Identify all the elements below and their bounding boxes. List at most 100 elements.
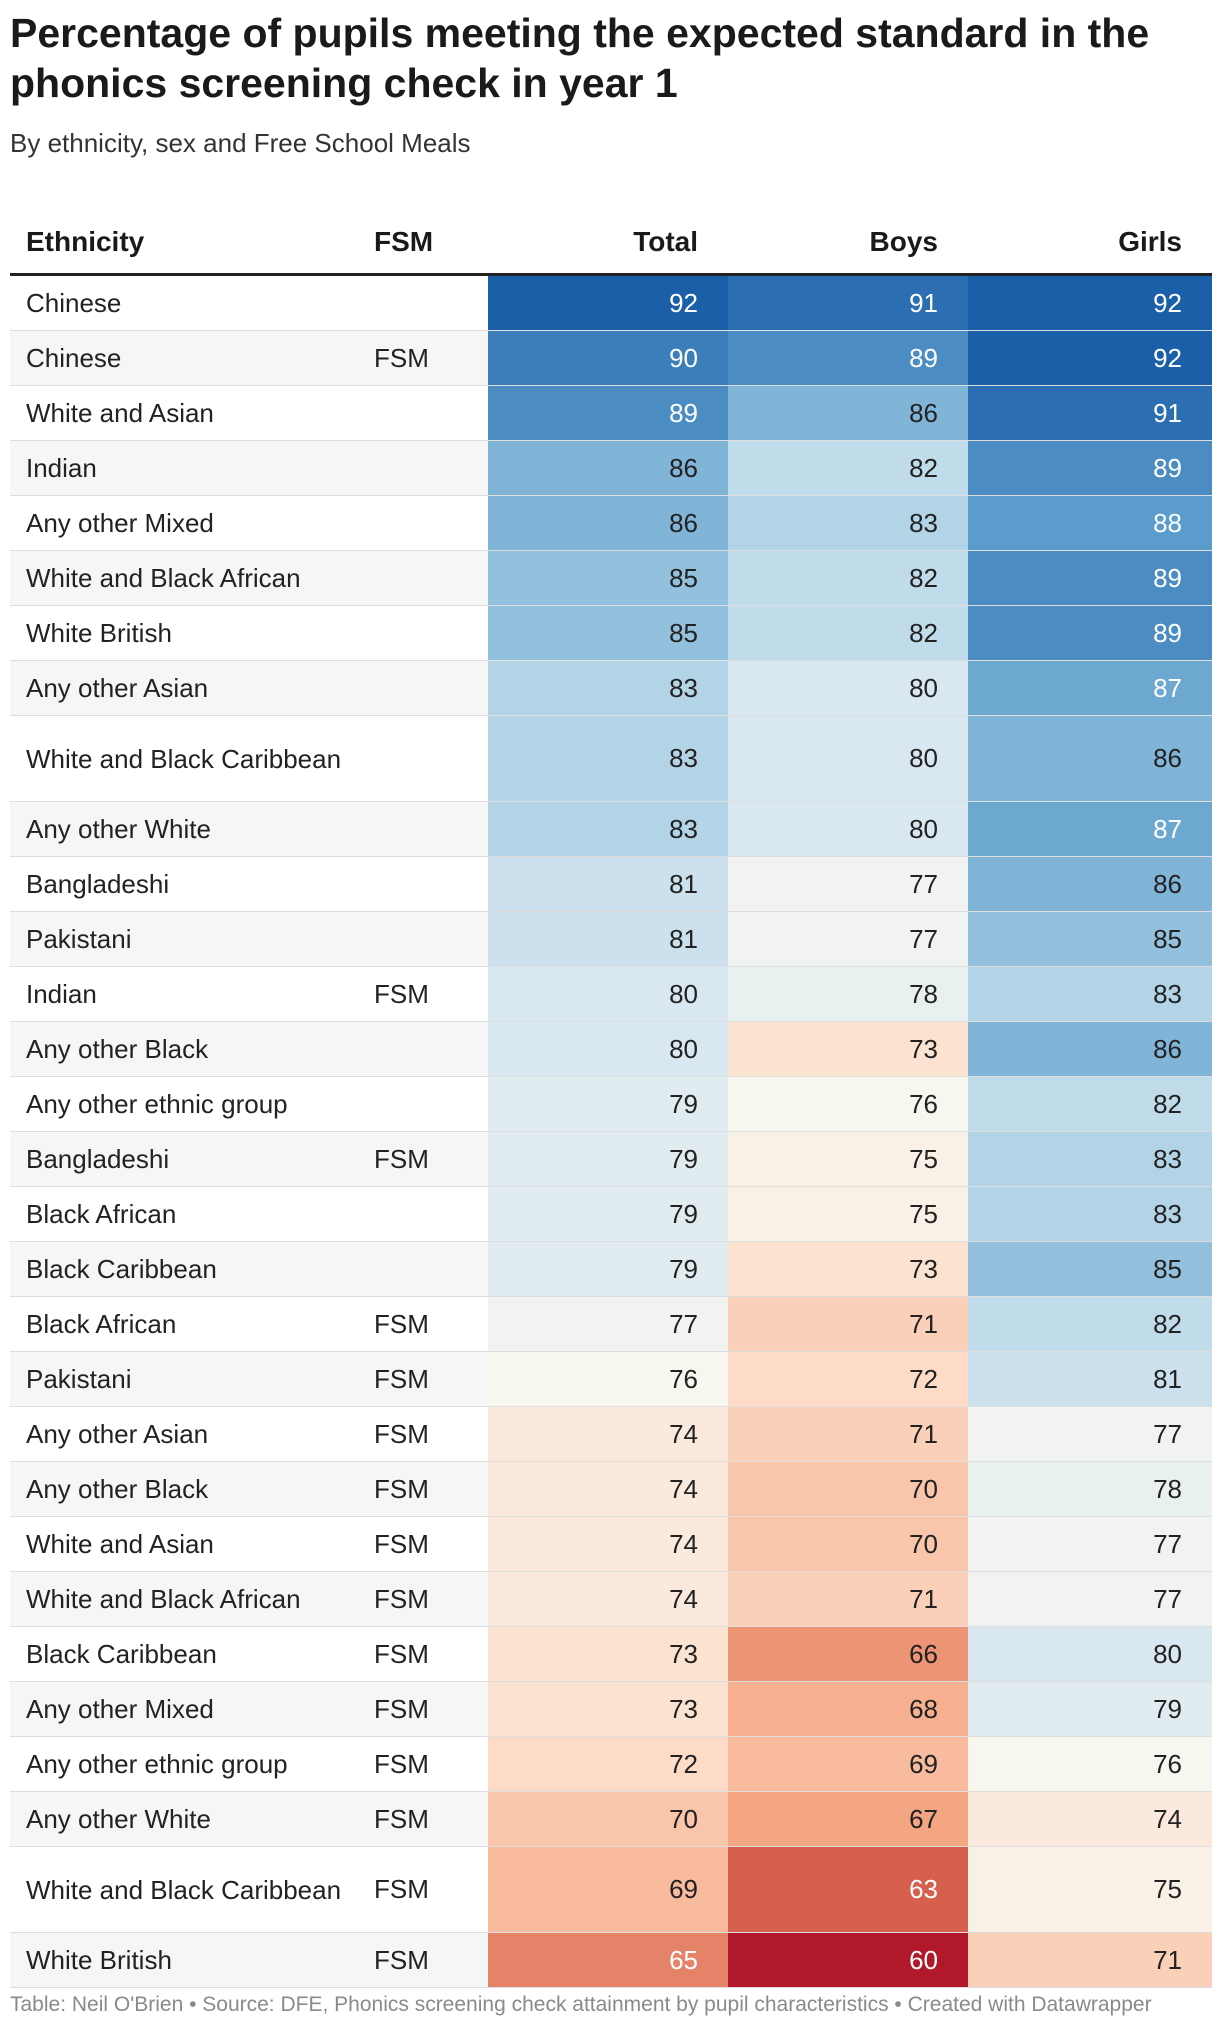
cell-total: 74: [488, 1572, 728, 1626]
cell-boys: 60: [728, 1933, 968, 1987]
chart-subtitle: By ethnicity, sex and Free School Meals: [10, 128, 471, 158]
cell-ethnicity: Black Caribbean: [10, 1242, 358, 1296]
table-row: White and Black Caribbean 83 80 86: [10, 716, 1212, 802]
cell-fsm: FSM: [358, 1462, 488, 1516]
header-girls[interactable]: Girls: [1118, 225, 1182, 257]
cell-girls: 92: [968, 331, 1212, 385]
table-row: Black Caribbean 79 73 85: [10, 1242, 1212, 1297]
cell-total: 80: [488, 967, 728, 1021]
cell-girls: 77: [968, 1572, 1212, 1626]
table-row: Any other White 83 80 87: [10, 802, 1212, 857]
cell-ethnicity: Indian: [10, 441, 358, 495]
cell-fsm: FSM: [374, 1638, 429, 1669]
cell-ethnicity: White British: [26, 618, 172, 648]
cell-ethnicity: Any other ethnic group: [26, 1089, 288, 1119]
table-row: Bangladeshi 81 77 86: [10, 857, 1212, 912]
header-total[interactable]: Total: [633, 225, 698, 257]
cell-total: 86: [488, 496, 728, 550]
cell-girls: 78: [968, 1462, 1212, 1516]
cell-fsm: FSM: [358, 1933, 488, 1987]
cell-fsm: FSM: [374, 1528, 429, 1559]
cell-boys: 82: [728, 441, 968, 495]
data-table: Ethnicity FSM Total Boys Girls Chinese 92…: [10, 210, 1212, 1988]
table-row: Pakistani FSM 76 72 81: [10, 1352, 1212, 1407]
cell-girls: 81: [968, 1352, 1212, 1406]
cell-total: 76: [488, 1352, 728, 1406]
cell-boys: 78: [728, 967, 968, 1021]
header-boys[interactable]: Boys: [869, 225, 938, 257]
table-row: Bangladeshi FSM 79 75 83: [10, 1132, 1212, 1187]
cell-ethnicity: Chinese: [10, 331, 358, 385]
cell-fsm: [358, 802, 488, 856]
cell-girls: 74: [968, 1792, 1212, 1846]
cell-girls: 83: [968, 1132, 1212, 1186]
cell-fsm: FSM: [374, 1874, 429, 1904]
cell-fsm: [358, 661, 488, 715]
cell-fsm: [358, 716, 488, 801]
cell-boys: 89: [728, 331, 968, 385]
cell-girls: 77: [968, 1407, 1212, 1461]
cell-fsm: [358, 441, 488, 495]
cell-total: 80: [488, 1022, 728, 1076]
cell-boys: 72: [728, 1352, 968, 1406]
cell-ethnicity: Black African: [26, 1309, 177, 1339]
cell-girls: 86: [968, 1022, 1212, 1076]
cell-total: 69: [488, 1847, 728, 1932]
table-row: Chinese 92 91 92: [10, 276, 1212, 331]
cell-total: 74: [488, 1407, 728, 1461]
table-header: Ethnicity FSM Total Boys Girls: [10, 210, 1212, 276]
cell-girls: 89: [968, 551, 1212, 605]
cell-boys: 76: [728, 1077, 968, 1131]
cell-fsm: FSM: [358, 1352, 488, 1406]
cell-total: 85: [488, 551, 728, 605]
cell-boys: 82: [728, 551, 968, 605]
cell-ethnicity: Any other Asian: [10, 661, 358, 715]
cell-girls: 82: [968, 1077, 1212, 1131]
cell-boys: 63: [728, 1847, 968, 1932]
cell-total: 85: [488, 606, 728, 660]
header-ethnicity[interactable]: Ethnicity: [26, 225, 145, 257]
table-row: White and Asian 89 86 91: [10, 386, 1212, 441]
cell-boys: 70: [728, 1517, 968, 1571]
cell-boys: 77: [728, 912, 968, 966]
cell-ethnicity: White and Black Caribbean: [26, 743, 342, 774]
cell-girls: 89: [968, 441, 1212, 495]
cell-girls: 76: [968, 1737, 1212, 1791]
cell-boys: 71: [728, 1572, 968, 1626]
table-row: White and Black Caribbean FSM 69 63 75: [10, 1847, 1212, 1933]
table-row: Any other ethnic group FSM 72 69 76: [10, 1737, 1212, 1792]
cell-boys: 80: [728, 802, 968, 856]
table-row: Any other Black FSM 74 70 78: [10, 1462, 1212, 1517]
cell-girls: 91: [968, 386, 1212, 440]
table-row: Any other Asian FSM 74 71 77: [10, 1407, 1212, 1462]
header-fsm[interactable]: FSM: [374, 225, 434, 257]
cell-ethnicity: Black Caribbean: [26, 1639, 217, 1669]
cell-total: 83: [488, 716, 728, 801]
cell-total: 79: [488, 1132, 728, 1186]
table-row: Any other ethnic group 79 76 82: [10, 1077, 1212, 1132]
cell-ethnicity: Bangladeshi: [10, 1132, 358, 1186]
cell-fsm: [358, 386, 488, 440]
cell-total: 79: [488, 1187, 728, 1241]
cell-ethnicity: Bangladeshi: [26, 869, 170, 899]
table-row: Any other Black 80 73 86: [10, 1022, 1212, 1077]
cell-ethnicity: Any other Asian: [26, 1419, 209, 1449]
cell-ethnicity: Any other White: [10, 802, 358, 856]
cell-boys: 75: [728, 1187, 968, 1241]
cell-ethnicity: Any other Mixed: [10, 1682, 358, 1736]
cell-total: 79: [488, 1242, 728, 1296]
table-body: Chinese 92 91 92 Chinese FSM 90 89 92 White and A…: [10, 276, 1212, 1988]
cell-girls: 88: [968, 496, 1212, 550]
cell-fsm: FSM: [374, 1308, 429, 1339]
table-row: Pakistani 81 77 85: [10, 912, 1212, 967]
cell-girls: 83: [968, 967, 1212, 1021]
cell-ethnicity: Any other Mixed: [26, 508, 214, 538]
cell-girls: 87: [968, 661, 1212, 715]
cell-boys: 86: [728, 386, 968, 440]
cell-ethnicity: White British: [10, 1933, 358, 1987]
cell-fsm: [358, 276, 488, 330]
cell-fsm: FSM: [358, 331, 488, 385]
cell-fsm: [358, 551, 488, 605]
cell-total: 83: [488, 661, 728, 715]
cell-total: 74: [488, 1517, 728, 1571]
